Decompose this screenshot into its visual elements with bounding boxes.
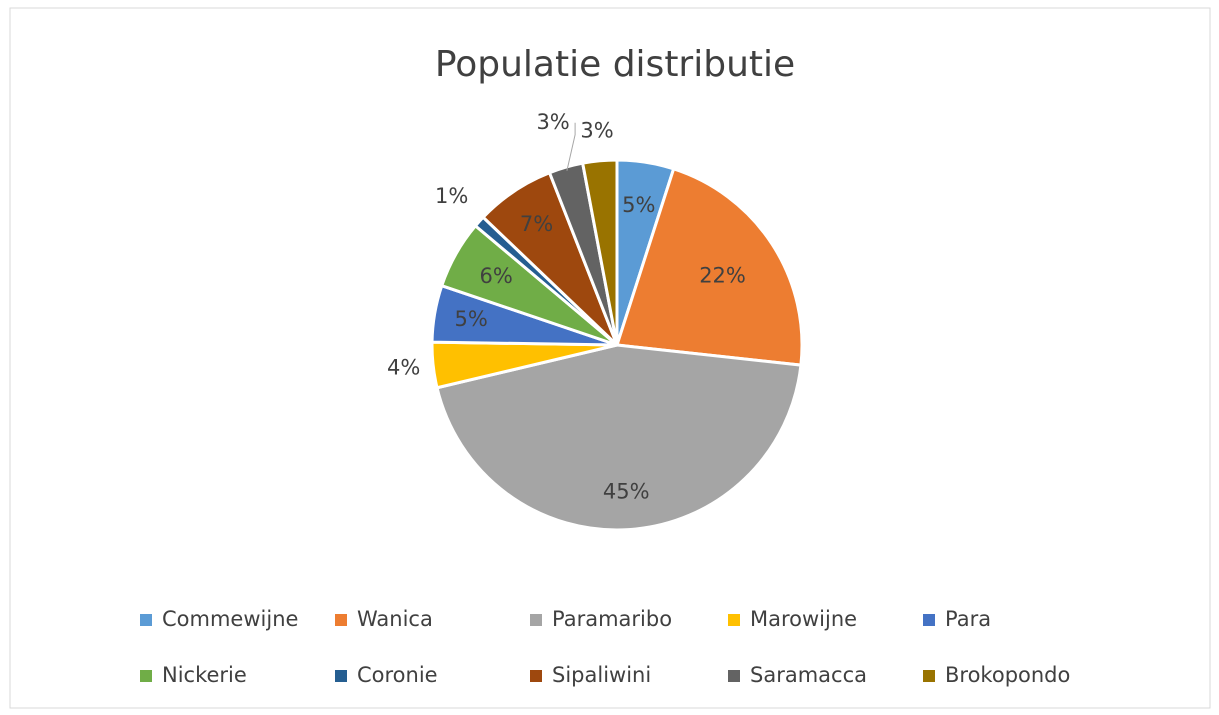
legend-label: Coronie: [357, 663, 438, 687]
data-label: 1%: [435, 184, 468, 208]
data-label: 6%: [479, 264, 512, 288]
legend-label: Para: [945, 607, 991, 631]
data-label: 45%: [603, 480, 650, 504]
data-label: 4%: [387, 355, 420, 379]
data-label: 3%: [536, 110, 569, 134]
legend-swatch: [728, 614, 740, 626]
legend-label: Saramacca: [750, 663, 867, 687]
legend-swatch: [923, 614, 935, 626]
data-label: 7%: [520, 212, 553, 236]
pie-slice: [615, 166, 804, 367]
legend-swatch: [530, 670, 542, 682]
legend-swatch: [140, 614, 152, 626]
legend-label: Nickerie: [162, 663, 247, 687]
pie-slice: [580, 158, 619, 346]
legend-label: Wanica: [357, 607, 433, 631]
legend-label: Marowijne: [750, 607, 857, 631]
legend-swatch: [530, 614, 542, 626]
legend-label: Commewijne: [162, 607, 298, 631]
legend-swatch: [923, 670, 935, 682]
data-label: 22%: [699, 264, 746, 288]
legend-swatch: [335, 670, 347, 682]
leader-line: [566, 122, 576, 171]
legend-swatch: [728, 670, 740, 682]
legend-label: Sipaliwini: [552, 663, 651, 687]
data-label: 3%: [580, 118, 613, 142]
legend-label: Brokopondo: [945, 663, 1070, 687]
chart-title: Populatie distributie: [435, 44, 795, 85]
pie-slice: [435, 343, 803, 532]
legend-swatch: [140, 670, 152, 682]
legend-label: Paramaribo: [552, 607, 672, 631]
data-label: 5%: [454, 307, 487, 331]
legend-swatch: [335, 614, 347, 626]
data-label: 5%: [622, 193, 655, 217]
